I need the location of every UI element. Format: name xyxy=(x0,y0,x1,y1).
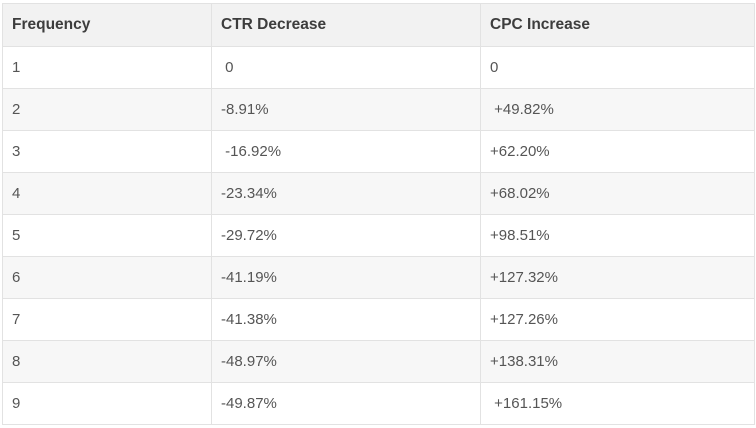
table-row: 7 -41.38% +127.26% xyxy=(2,298,755,341)
cell-frequency: 5 xyxy=(2,214,212,257)
cell-cpc-increase: +68.02% xyxy=(480,172,755,215)
cell-cpc-increase: +138.31% xyxy=(480,340,755,383)
cell-frequency: 3 xyxy=(2,130,212,173)
header-row: Frequency CTR Decrease CPC Increase xyxy=(2,3,755,47)
cell-ctr-decrease: -23.34% xyxy=(211,172,481,215)
header-frequency: Frequency xyxy=(2,3,212,47)
cell-cpc-increase: +161.15% xyxy=(480,382,755,425)
cell-ctr-decrease: -41.38% xyxy=(211,298,481,341)
cell-ctr-decrease: -8.91% xyxy=(211,88,481,131)
table-row: 4 -23.34% +68.02% xyxy=(2,172,755,215)
table-row: 3 -16.92% +62.20% xyxy=(2,130,755,173)
cell-cpc-increase: +127.32% xyxy=(480,256,755,299)
cell-frequency: 7 xyxy=(2,298,212,341)
table-row: 8 -48.97% +138.31% xyxy=(2,340,755,383)
cell-frequency: 6 xyxy=(2,256,212,299)
table-body: 1 0 0 2 -8.91% +49.82% 3 -16.92% +62.20%… xyxy=(2,46,755,425)
cell-frequency: 8 xyxy=(2,340,212,383)
cell-frequency: 1 xyxy=(2,46,212,89)
cell-cpc-increase: 0 xyxy=(480,46,755,89)
header-ctr-decrease: CTR Decrease xyxy=(211,3,481,47)
cell-frequency: 4 xyxy=(2,172,212,215)
table-row: 5 -29.72% +98.51% xyxy=(2,214,755,257)
table-header: Frequency CTR Decrease CPC Increase xyxy=(2,3,755,47)
cell-ctr-decrease: -29.72% xyxy=(211,214,481,257)
cell-cpc-increase: +62.20% xyxy=(480,130,755,173)
cell-cpc-increase: +49.82% xyxy=(480,88,755,131)
header-cpc-increase: CPC Increase xyxy=(480,3,755,47)
cell-ctr-decrease: -48.97% xyxy=(211,340,481,383)
cell-ctr-decrease: -41.19% xyxy=(211,256,481,299)
table-row: 6 -41.19% +127.32% xyxy=(2,256,755,299)
frequency-table: Frequency CTR Decrease CPC Increase 1 0 … xyxy=(2,3,755,425)
cell-ctr-decrease: -49.87% xyxy=(211,382,481,425)
table-row: 1 0 0 xyxy=(2,46,755,89)
cell-ctr-decrease: -16.92% xyxy=(211,130,481,173)
table-row: 2 -8.91% +49.82% xyxy=(2,88,755,131)
cell-frequency: 2 xyxy=(2,88,212,131)
cell-ctr-decrease: 0 xyxy=(211,46,481,89)
cell-cpc-increase: +127.26% xyxy=(480,298,755,341)
cell-frequency: 9 xyxy=(2,382,212,425)
cell-cpc-increase: +98.51% xyxy=(480,214,755,257)
table-row: 9 -49.87% +161.15% xyxy=(2,382,755,425)
